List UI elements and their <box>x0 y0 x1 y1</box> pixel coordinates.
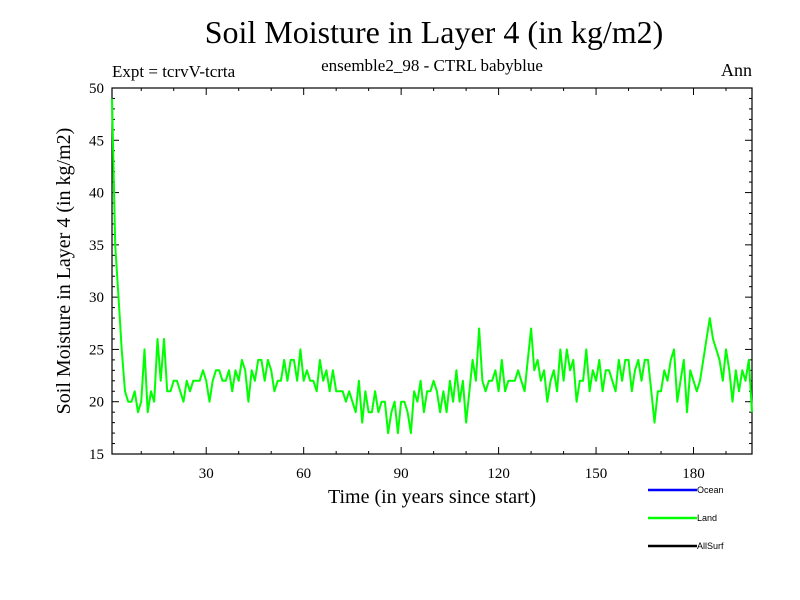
y-axis-ticks: 15 20 25 30 35 40 45 50 <box>89 81 752 463</box>
x-axis-label: Time (in years since start) <box>328 486 536 508</box>
series-line-land <box>111 98 753 435</box>
legend-label-ocean: Ocean <box>697 485 724 495</box>
y-tick-label: 50 <box>89 81 104 97</box>
y-tick-label: 15 <box>89 447 104 463</box>
y-axis-label: Soil Moisture in Layer 4 (in kg/m2) <box>53 128 75 415</box>
y-tick-label: 20 <box>89 395 104 411</box>
legend-label-allsurf: AllSurf <box>697 541 724 551</box>
plot-frame <box>111 87 753 455</box>
x-tick-label: 180 <box>682 466 705 482</box>
x-tick-label: 150 <box>585 466 608 482</box>
chart-subtitle: ensemble2_98 - CTRL babyblue <box>321 56 543 75</box>
experiment-label: Expt = tcrvV-tcrta <box>112 62 236 81</box>
y-tick-label: 45 <box>89 133 104 149</box>
chart-title: Soil Moisture in Layer 4 (in kg/m2) <box>204 14 664 50</box>
y-tick-label: 40 <box>89 186 104 202</box>
series-group <box>111 98 753 435</box>
y-tick-label: 30 <box>89 290 104 306</box>
y-tick-label: 25 <box>89 342 104 358</box>
x-tick-label: 90 <box>394 466 409 482</box>
x-axis-ticks: 30 60 90 120 150 180 <box>140 88 727 482</box>
y-tick-label: 35 <box>89 238 104 254</box>
legend-label-land: Land <box>697 513 717 523</box>
x-tick-label: 30 <box>199 466 214 482</box>
period-label: Ann <box>721 60 752 80</box>
x-tick-label: 60 <box>296 466 311 482</box>
legend: Ocean Land AllSurf <box>648 485 724 551</box>
x-tick-label: 120 <box>487 466 510 482</box>
